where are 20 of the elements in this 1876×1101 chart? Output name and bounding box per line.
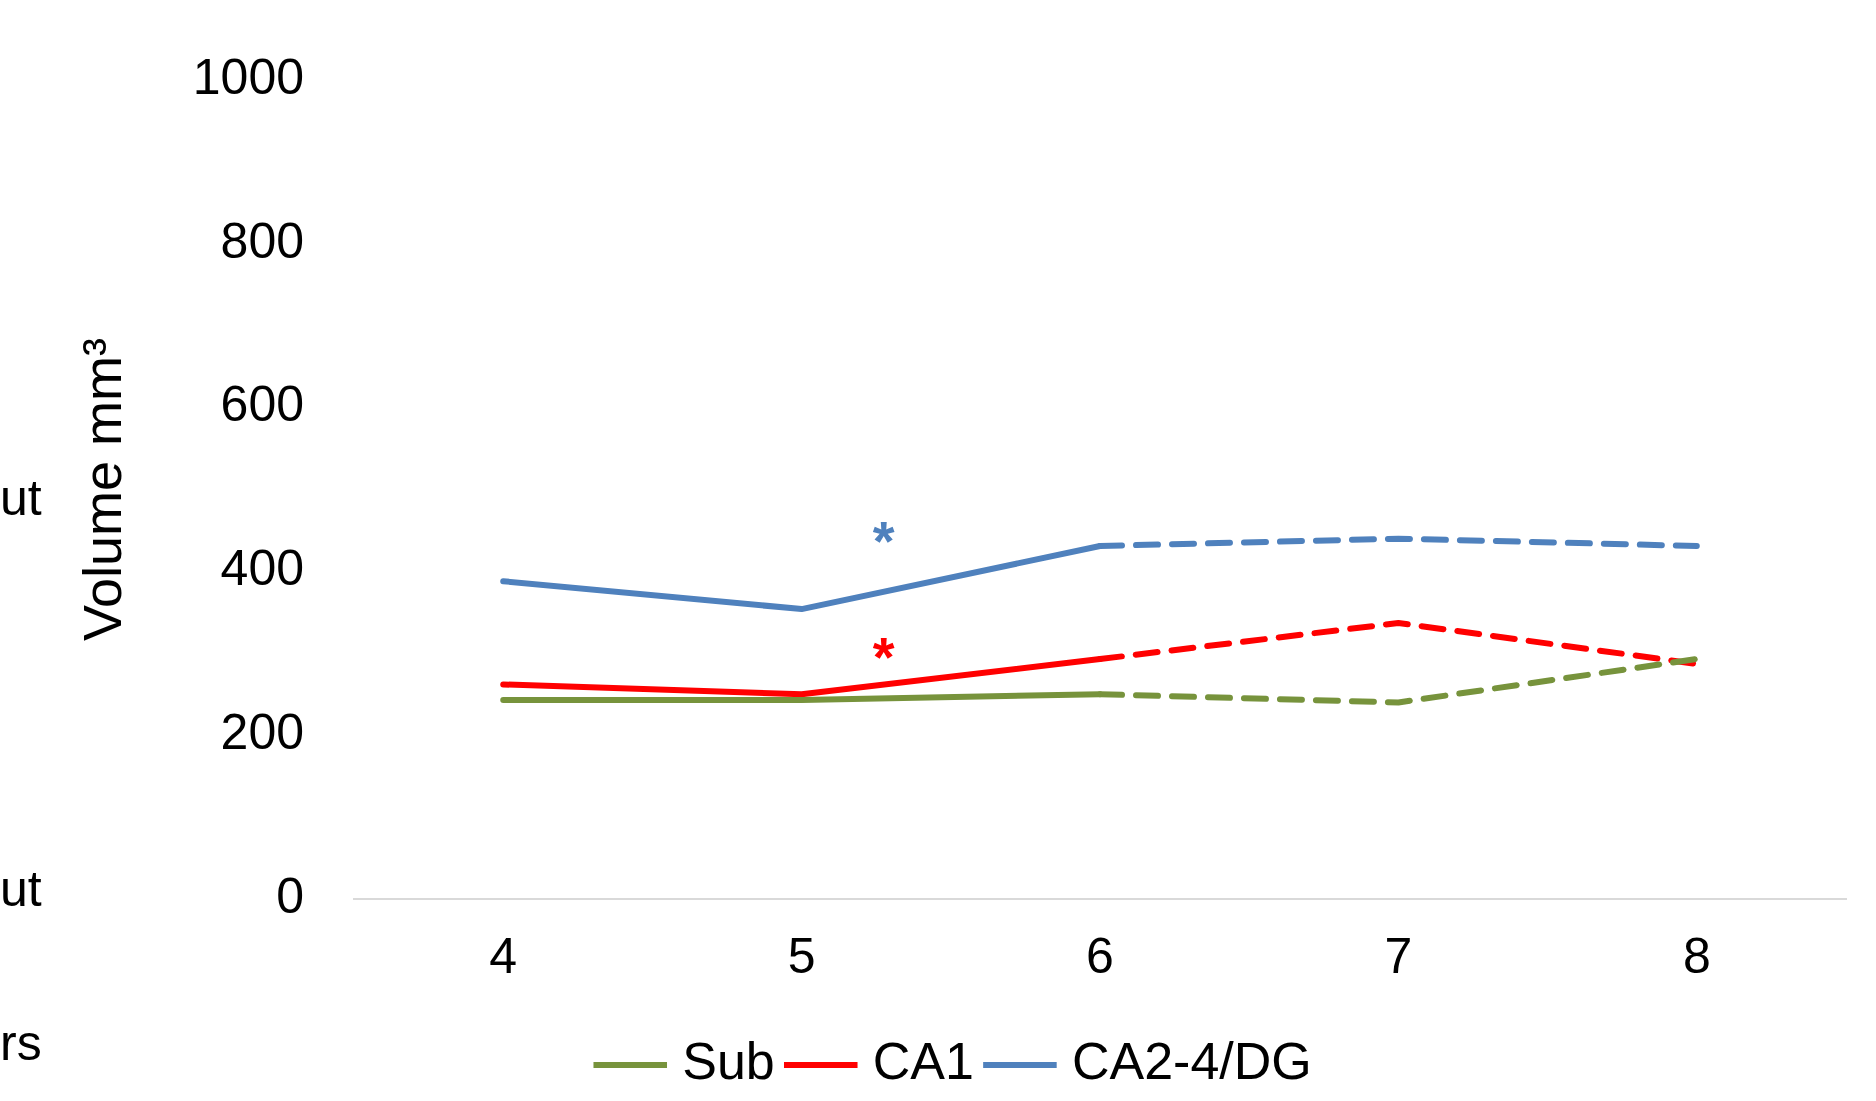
x-tick-label: 4 (489, 927, 518, 984)
y-tick-label: 1000 (192, 48, 305, 105)
legend-label: CA1 (872, 1032, 974, 1091)
text: rs (0, 1014, 42, 1071)
text: ut (0, 860, 42, 917)
x-tick-label: 7 (1384, 927, 1413, 984)
y-tick-label: 600 (220, 376, 305, 433)
x-tick-label: 8 (1682, 927, 1711, 984)
y-tick-label: 200 (220, 703, 305, 760)
x-tick-label: 5 (787, 927, 816, 984)
annotation: * (872, 625, 895, 689)
y-tick-label: 800 (220, 212, 305, 269)
legend-label: CA2-4/DG (1071, 1032, 1312, 1091)
y-axis-title: Volume mm³ (72, 337, 133, 642)
x-tick-label: 6 (1086, 927, 1114, 984)
y-tick-label: 400 (220, 540, 305, 597)
annotation: * (872, 509, 895, 573)
legend-label: Sub (682, 1032, 775, 1091)
y-tick-label: 0 (276, 867, 305, 924)
text: ut (0, 469, 42, 526)
